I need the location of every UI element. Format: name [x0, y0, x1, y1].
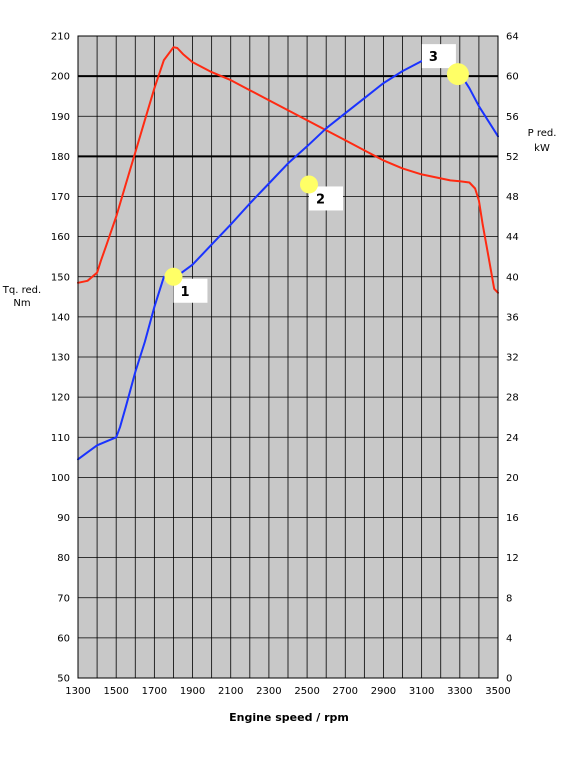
- left-tick-label: 170: [51, 192, 70, 203]
- left-tick-label: 80: [57, 553, 70, 564]
- right-tick-label: 4: [506, 633, 512, 644]
- right-tick-label: 8: [506, 593, 512, 604]
- right-axis-title-line2: kW: [534, 143, 550, 154]
- plot-frame: [77, 35, 499, 679]
- right-tick-label: 44: [506, 232, 519, 243]
- left-tick-label: 210: [51, 32, 70, 43]
- right-tick-label: 0: [506, 674, 512, 685]
- left-tick-label: 90: [57, 513, 70, 524]
- right-tick-label: 56: [506, 112, 519, 123]
- left-tick-label: 190: [51, 112, 70, 123]
- x-tick-label: 1900: [180, 686, 205, 697]
- x-tick-label: 2300: [256, 686, 281, 697]
- x-tick-label: 2700: [333, 686, 358, 697]
- callout-marker: [446, 63, 469, 86]
- torque-curve: [77, 46, 499, 294]
- left-tick-label: 100: [51, 473, 70, 484]
- left-tick-label: 200: [51, 72, 70, 83]
- left-tick-label: 60: [57, 633, 70, 644]
- x-tick-label: 1700: [142, 686, 167, 697]
- right-tick-label: 40: [506, 272, 519, 283]
- callout-markers: 1 2 3: [164, 44, 469, 303]
- left-tick-label: 180: [51, 152, 70, 163]
- x-tick-label: 2500: [294, 686, 319, 697]
- right-tick-label: 24: [506, 433, 519, 444]
- callout-label: 3: [429, 50, 438, 65]
- right-tick-label: 28: [506, 393, 519, 404]
- x-tick-label: 3500: [485, 686, 510, 697]
- x-axis-ticks: 1300 1500 1700 1900 2100 2300 2500 2700 2900 3100…: [65, 686, 510, 697]
- right-tick-label: 52: [506, 152, 519, 163]
- right-tick-label: 48: [506, 192, 519, 203]
- x-tick-label: 2900: [371, 686, 396, 697]
- callout-marker: [300, 175, 318, 194]
- left-axis-title-line1: Tq. red.: [2, 285, 41, 296]
- right-tick-label: 36: [506, 312, 519, 323]
- left-tick-label: 160: [51, 232, 70, 243]
- left-tick-label: 130: [51, 353, 70, 364]
- callout-label: 2: [316, 192, 325, 207]
- right-tick-label: 60: [506, 72, 519, 83]
- x-axis-title: Engine speed / rpm: [229, 711, 349, 724]
- left-tick-label: 70: [57, 593, 70, 604]
- left-axis-title-line2: Nm: [13, 298, 30, 309]
- x-tick-label: 1500: [103, 686, 128, 697]
- right-tick-label: 64: [506, 32, 519, 43]
- grid-lines: [78, 35, 498, 679]
- left-tick-label: 120: [51, 393, 70, 404]
- x-tick-label: 3100: [409, 686, 434, 697]
- left-tick-label: 110: [51, 433, 70, 444]
- right-tick-label: 32: [506, 353, 519, 364]
- left-axis-ticks: 50 60 70 80 90 100 110 120 130 140 150 160 170 180 190…: [51, 32, 70, 685]
- x-tick-label: 2100: [218, 686, 243, 697]
- x-tick-label: 1300: [65, 686, 90, 697]
- callout-box: [421, 44, 456, 69]
- right-axis-title-line1: P red.: [528, 128, 557, 139]
- right-tick-label: 12: [506, 553, 519, 564]
- left-tick-label: 50: [57, 674, 70, 685]
- callout-marker: [164, 267, 183, 286]
- x-tick-label: 3300: [447, 686, 472, 697]
- left-tick-label: 150: [51, 272, 70, 283]
- right-tick-label: 16: [506, 513, 519, 524]
- left-tick-label: 140: [51, 312, 70, 323]
- callout-label: 1: [180, 285, 189, 300]
- right-tick-label: 20: [506, 473, 519, 484]
